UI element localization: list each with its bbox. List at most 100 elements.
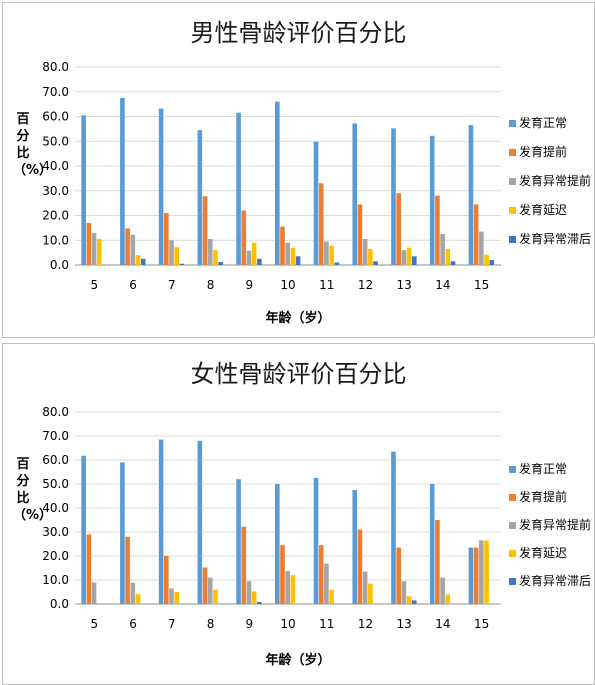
bar: [130, 234, 136, 265]
x-tick-label: 12: [358, 278, 373, 292]
bar: [318, 545, 324, 604]
x-tick-label: 10: [280, 278, 295, 292]
bar: [251, 591, 257, 604]
legend-swatch: [509, 120, 516, 127]
bar: [411, 600, 417, 604]
bar: [290, 247, 296, 265]
bar: [179, 263, 185, 265]
bar: [468, 547, 474, 604]
chart-title: 男性骨龄评价百分比: [190, 19, 407, 47]
x-axis-label: 年龄（岁）: [265, 311, 331, 326]
x-tick-label: 9: [245, 278, 253, 292]
bar: [241, 526, 247, 604]
legend-entry: 发育正常: [519, 461, 567, 476]
bar: [280, 545, 285, 604]
bar: [207, 577, 213, 604]
bar: [91, 232, 97, 265]
legend-swatch: [509, 550, 516, 557]
legend-entry: 发育异常滞后: [519, 573, 591, 588]
bar: [473, 547, 479, 604]
bar: [373, 261, 378, 265]
bar: [362, 239, 368, 265]
y-tick-label: 80.0: [42, 60, 69, 74]
bar: [158, 108, 164, 265]
legend-entry: 发育异常提前: [519, 173, 591, 188]
bar: [396, 547, 401, 604]
bar: [86, 222, 92, 265]
bar: [135, 593, 141, 604]
bar: [164, 213, 169, 265]
legend-entry: 发育提前: [519, 144, 567, 159]
legend-swatch: [509, 178, 516, 185]
bar: [164, 556, 169, 604]
male-chart-plot: 0.0 10.0 20.0 30.0 40.0 50.0 60.0 70.0 80.0 5 6 7 8 9…: [42, 60, 591, 292]
bar: [362, 571, 368, 604]
x-tick-label: 9: [245, 617, 253, 631]
bar: [91, 582, 97, 604]
bar: [158, 439, 164, 604]
bar: [120, 97, 125, 265]
x-tick-label: 15: [474, 278, 489, 292]
y-tick-label: 30.0: [42, 525, 69, 539]
male-chart-panel: 男性骨龄评价百分比 百分比（%） 年龄（岁） 0.0 10.0 20.0 30.0 40…: [2, 2, 595, 338]
y-tick-label: 70.0: [42, 85, 69, 99]
legend-swatch: [509, 494, 516, 501]
bar: [285, 242, 290, 265]
bar: [445, 594, 451, 604]
x-tick-label: 5: [91, 278, 99, 292]
bar: [202, 567, 208, 604]
bar: [435, 520, 440, 604]
legend-swatch: [509, 522, 516, 529]
bar: [445, 248, 451, 265]
chart-title: 女性骨龄评价百分比: [190, 360, 407, 388]
bar: [174, 247, 180, 265]
bar: [484, 540, 489, 604]
y-tick-label: 50.0: [42, 477, 69, 491]
x-tick-label: 14: [435, 278, 450, 292]
y-tick-label: 10.0: [42, 233, 69, 247]
bar: [202, 196, 208, 265]
bar: [313, 478, 319, 604]
x-tick-label: 14: [435, 617, 450, 631]
bar: [324, 563, 329, 604]
y-tick-label: 50.0: [42, 134, 69, 148]
bar: [285, 570, 290, 604]
y-tick-label: 20.0: [42, 549, 69, 563]
legend-swatch: [509, 207, 516, 214]
y-tick-label: 10.0: [42, 573, 69, 587]
bar: [169, 240, 174, 265]
y-tick-label: 0.0: [50, 597, 69, 611]
bar: [241, 210, 247, 265]
bar: [96, 239, 102, 265]
bar: [440, 577, 445, 604]
bar: [429, 135, 435, 265]
bar: [81, 455, 86, 604]
bar: [324, 241, 329, 265]
female-chart-panel: 女性骨龄评价百分比 百分比（%） 年龄（岁） 0.0 10.0 20.0 30.0 40…: [2, 343, 595, 685]
x-tick-label: 11: [319, 617, 334, 631]
bar: [174, 592, 180, 604]
x-tick-label: 13: [397, 617, 412, 631]
x-tick-label: 8: [207, 278, 215, 292]
x-tick-label: 15: [474, 617, 489, 631]
x-axis-label: 年龄（岁）: [265, 653, 331, 668]
bar: [429, 484, 435, 604]
bar: [318, 183, 324, 265]
y-tick-label: 40.0: [42, 501, 69, 515]
bar: [479, 231, 484, 265]
x-tick-label: 7: [168, 617, 176, 631]
bar: [251, 242, 257, 265]
legend-swatch: [509, 149, 516, 156]
bar: [275, 101, 280, 266]
legend-swatch: [509, 236, 516, 243]
bar: [130, 582, 136, 604]
bar: [135, 255, 141, 265]
bar: [450, 261, 456, 265]
bar: [197, 440, 203, 604]
bar: [435, 195, 440, 265]
bar: [207, 239, 213, 265]
y-tick-label: 70.0: [42, 429, 69, 443]
bar: [484, 254, 489, 265]
x-tick-label: 6: [129, 617, 137, 631]
bar: [236, 479, 241, 604]
